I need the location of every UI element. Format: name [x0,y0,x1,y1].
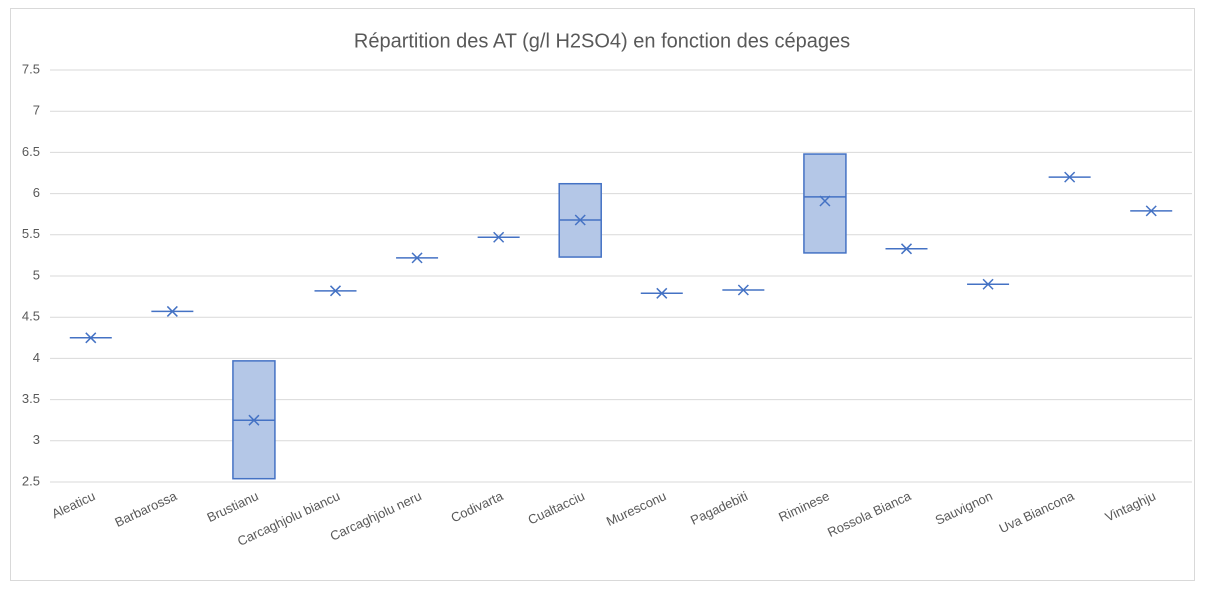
mean-marker [1145,205,1157,217]
y-tick-label: 4.5 [22,309,40,324]
mean-marker [574,214,586,226]
y-tick-label: 6 [33,185,40,200]
mean-marker [329,285,342,297]
mean-marker [493,231,505,243]
mean-marker [819,195,831,207]
mean-marker [1064,171,1076,183]
box [803,153,847,254]
y-tick-label: 5.5 [22,226,40,241]
y-tick-label: 3.5 [22,391,40,406]
chart-frame [10,8,1195,581]
mean-marker [166,305,178,317]
mean-marker [656,287,668,299]
y-tick-label: 7.5 [22,61,40,76]
y-tick-label: 2.5 [22,473,40,488]
y-tick-label: 5 [33,267,40,282]
mean-marker [248,414,260,426]
mean-marker [85,332,97,344]
mean-marker [411,252,423,264]
y-tick-label: 6.5 [22,144,40,159]
y-tick-label: 7 [33,103,40,118]
y-tick-label: 3 [33,432,40,447]
mean-marker [982,278,994,290]
y-tick-label: 4 [33,350,40,365]
mean-marker [737,284,749,296]
mean-marker [900,243,913,255]
chart-title: Répartition des AT (g/l H2SO4) en foncti… [354,30,850,52]
